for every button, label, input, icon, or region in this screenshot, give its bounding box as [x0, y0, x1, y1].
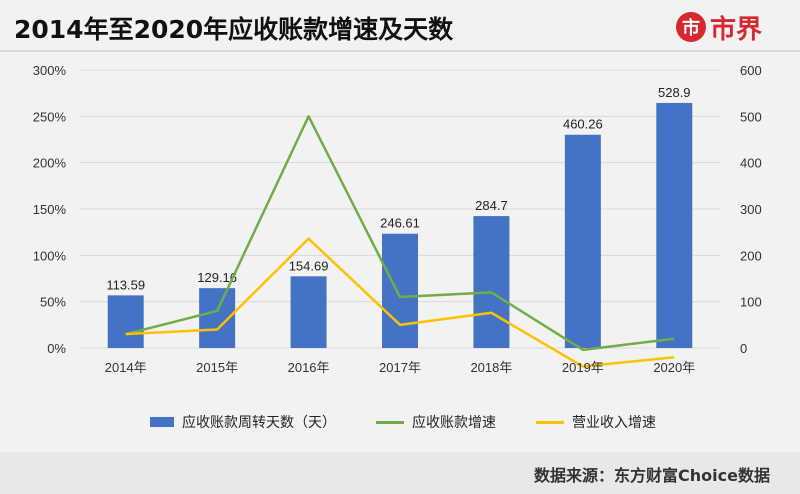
x-axis-tick-label: 2015年: [196, 360, 238, 375]
x-axis-tick-label: 2016年: [288, 360, 330, 375]
legend-item-days: 应收账款周转天数（天）: [150, 412, 336, 432]
left-axis-tick-label: 300%: [33, 63, 67, 78]
chart-area: 300% 600 250% 500 200% 400 150% 300 100% 200 50% 10…: [0, 52, 800, 442]
right-axis-tick-label: 300: [740, 202, 762, 217]
logo-text: 市界: [710, 14, 763, 45]
legend-swatch-bar: [150, 417, 174, 427]
series-line: [125, 237, 675, 368]
right-axis-tick-label: 400: [740, 156, 762, 171]
legend-item-receivable-growth: 应收账款增速: [376, 412, 496, 432]
left-axis-tick-label: 0%: [47, 341, 66, 356]
chart-title: 2014年至2020年应收账款增速及天数: [14, 15, 454, 44]
legend: 应收账款周转天数（天） 应收账款增速 营业收入增速: [150, 410, 696, 434]
logo-mark-icon: 市: [676, 12, 706, 42]
x-axis-tick-label: 2018年: [470, 360, 512, 375]
legend-label-revenue-growth: 营业收入增速: [572, 415, 656, 431]
bar: [656, 102, 693, 349]
bar-data-label: 284.7: [475, 198, 508, 213]
right-axis-tick-label: 200: [740, 248, 762, 263]
left-axis-tick-label: 200%: [33, 156, 67, 171]
legend-label-receivable-growth: 应收账款增速: [412, 415, 496, 431]
bar-data-label: 129.16: [197, 270, 237, 285]
data-source: 数据来源：东方财富Choice数据: [534, 466, 770, 485]
title-bar: 2014年至2020年应收账款增速及天数 市 市界: [0, 0, 800, 52]
legend-label-days: 应收账款周转天数（天）: [182, 415, 336, 431]
bar-data-label: 154.69: [289, 258, 329, 273]
series-line: [125, 115, 675, 352]
x-axis-tick-label: 2014年: [105, 360, 147, 375]
right-axis-tick-label: 0: [740, 341, 747, 356]
bar-data-label: 246.61: [380, 216, 420, 231]
left-axis-tick-label: 100%: [33, 248, 67, 263]
right-axis-tick-label: 600: [740, 63, 762, 78]
left-axis-tick-label: 250%: [33, 109, 67, 124]
right-axis-tick-label: 500: [740, 109, 762, 124]
legend-item-revenue-growth: 营业收入增速: [536, 412, 656, 432]
right-axis-tick-label: 100: [740, 295, 762, 310]
legend-swatch-green-line: [376, 420, 404, 424]
combo-chart: 300% 600 250% 500 200% 400 150% 300 100% 200 50% 10…: [33, 63, 762, 375]
bar: [564, 134, 601, 348]
x-axis-tick-label: 2017年: [379, 360, 421, 375]
bar: [107, 295, 144, 348]
left-axis-tick-label: 150%: [33, 202, 67, 217]
bar: [382, 233, 418, 348]
bar-data-label: 528.9: [658, 85, 691, 100]
legend-swatch-yellow-line: [536, 420, 564, 424]
bar: [473, 216, 510, 348]
footer-bar: [0, 452, 800, 494]
title-divider: [0, 50, 800, 52]
x-axis-tick-label: 2020年: [653, 360, 695, 375]
bar-data-label: 460.26: [563, 117, 603, 132]
brand-logo: 市 市界: [676, 10, 763, 45]
x-axis-tick-label: 2019年: [562, 360, 604, 375]
bar: [290, 276, 327, 348]
bar-data-label: 113.59: [106, 277, 145, 292]
left-axis-tick-label: 50%: [40, 295, 66, 310]
